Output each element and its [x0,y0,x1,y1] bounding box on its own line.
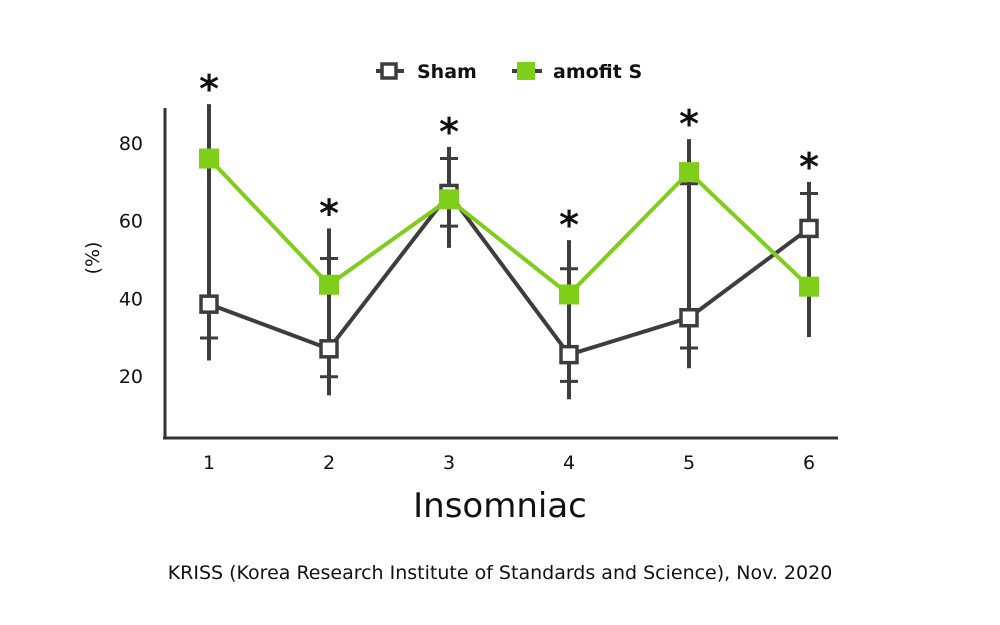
x-tick-labels: 1 2 3 4 5 6 [203,452,815,474]
x-tick-label: 1 [203,452,215,474]
significance-star: * [319,191,339,235]
x-tick-label: 5 [683,452,695,474]
x-axis-label: Insomniac [413,486,587,526]
series-lines [207,157,811,357]
axes: (%) [82,108,838,440]
significance-star: * [799,145,819,189]
point-amofit [559,284,579,305]
y-tick-label: 40 [119,288,143,310]
point-amofit [199,148,219,169]
legend: Sham amofit S [376,61,642,83]
source-note: KRISS (Korea Research Institute of Stand… [167,562,833,584]
y-tick-label: 60 [119,211,143,233]
significance-star: * [439,110,459,154]
point-sham [199,294,219,314]
legend-label-amofit: amofit S [553,61,642,83]
point-sham [799,218,819,239]
significance-star: * [559,203,579,247]
x-tick-label: 4 [563,452,575,474]
legend-marker-amofit [517,62,535,80]
series-line-amofit [207,157,811,298]
y-axis-label: (%) [82,242,104,275]
x-tick-label: 3 [443,452,455,474]
x-tick-label: 6 [803,452,815,474]
point-sham [319,339,339,359]
error-bars [200,104,818,400]
legend-label-sham: Sham [417,61,477,83]
y-tick-label: 80 [119,133,143,155]
significance-star: * [679,102,699,146]
significance-markers: * * * * * * [199,67,819,247]
y-tick-labels: 20 40 60 80 [119,133,143,388]
x-tick-label: 2 [323,452,335,474]
point-amofit [319,274,339,295]
point-amofit [799,276,819,297]
significance-star: * [199,67,219,111]
point-amofit [439,189,459,210]
legend-marker-sham [380,62,398,80]
y-tick-label: 20 [119,366,143,388]
point-amofit [679,162,699,183]
point-sham [679,308,699,328]
series-line-sham [208,190,811,357]
series-markers [199,148,819,365]
point-sham [559,344,579,365]
